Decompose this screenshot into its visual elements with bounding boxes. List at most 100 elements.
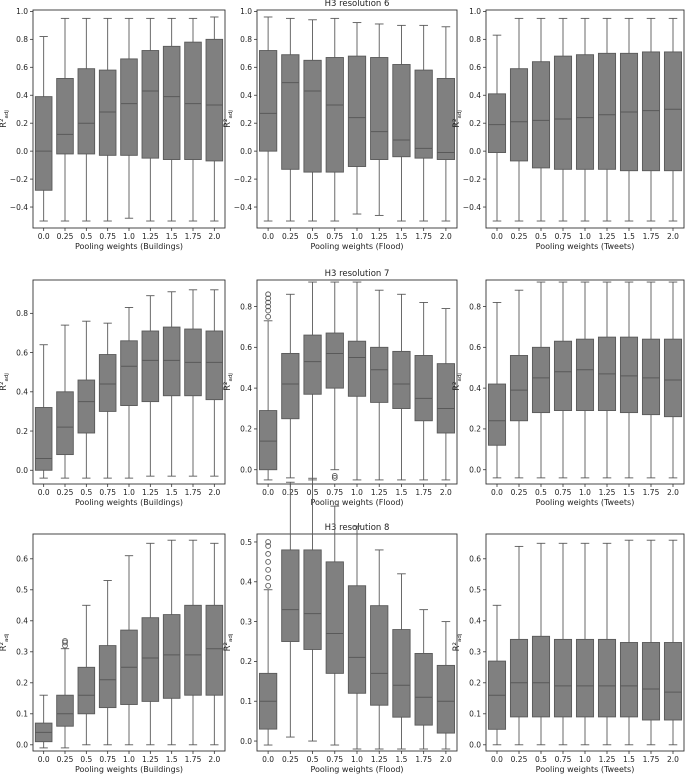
iqr-box: [141, 50, 160, 159]
y-tick-label: 0.4: [240, 384, 252, 393]
box-0.5: [303, 281, 322, 481]
x-tick-label: 2.0: [440, 755, 452, 764]
y-tick-label: −0.4: [463, 203, 481, 212]
y-tick-label: 0.3: [469, 648, 481, 657]
iqr-box: [531, 346, 551, 414]
y-tick-label: 0.0: [16, 147, 28, 156]
y-tick-label: 0.4: [16, 91, 28, 100]
y-axis-label-main: R²: [223, 382, 233, 391]
iqr-box: [414, 69, 433, 159]
y-axis-label-sub: adj: [457, 633, 463, 642]
y-axis-label-sub: adj: [457, 110, 463, 119]
iqr-box: [509, 68, 529, 162]
x-tick-label: 0.25: [511, 755, 528, 764]
iqr-box: [487, 383, 507, 446]
iqr-box: [575, 638, 595, 718]
x-tick-label: 0.25: [282, 755, 299, 764]
y-tick-label: 0.6: [240, 63, 252, 72]
outlier-point: [331, 475, 338, 481]
box-1.0: [575, 281, 595, 479]
iqr-box: [553, 638, 573, 718]
y-tick-label: 0.5: [469, 586, 481, 595]
y-tick-label: 0.4: [240, 578, 252, 587]
box-0.0: [487, 604, 507, 746]
iqr-box: [392, 64, 411, 158]
box-0.75: [325, 281, 344, 481]
box-0.75: [553, 17, 573, 222]
y-axis-label-main: R²: [0, 119, 9, 128]
box-0.75: [325, 505, 344, 746]
x-tick-label: 1.75: [643, 232, 660, 241]
iqr-box: [487, 93, 507, 153]
x-tick-label: 0.5: [535, 232, 547, 241]
y-tick-label: 0.2: [469, 679, 481, 688]
outlier-point: [265, 551, 271, 557]
iqr-box: [205, 330, 224, 401]
iqr-box: [414, 355, 433, 422]
x-tick-label: 0.5: [307, 232, 319, 241]
y-tick-label: 0.0: [469, 147, 481, 156]
box-0.0: [258, 16, 278, 222]
iqr-box: [663, 642, 683, 721]
box-1.25: [597, 542, 617, 746]
iqr-box: [325, 57, 344, 173]
box-1.0: [120, 555, 138, 746]
y-tick-label: 0.6: [16, 555, 28, 564]
x-tick-label: 1.25: [371, 488, 388, 497]
x-tick-label: 1.75: [415, 755, 432, 764]
x-tick-label: 1.5: [623, 488, 635, 497]
y-tick-label: 0.2: [16, 427, 28, 436]
y-axis-label-sub: adj: [228, 373, 234, 382]
x-axis-label: Pooling weights (Buildings): [75, 765, 183, 774]
iqr-box: [184, 41, 202, 160]
iqr-box: [162, 614, 181, 699]
outlier-point: [331, 472, 338, 479]
iqr-box: [347, 585, 367, 694]
iqr-box: [98, 354, 117, 412]
y-tick-label: 1.0: [469, 7, 481, 16]
x-tick-label: 1.5: [166, 488, 178, 497]
x-tick-label: 2.0: [440, 232, 452, 241]
x-tick-label: 0.25: [57, 488, 74, 497]
x-tick-label: 1.25: [599, 488, 616, 497]
iqr-box: [509, 355, 529, 422]
box-1.75: [184, 539, 202, 746]
x-tick-label: 0.75: [326, 488, 343, 497]
box-2.0: [436, 308, 456, 481]
box-1.25: [370, 549, 389, 750]
box-1.5: [162, 291, 181, 477]
y-tick-label: 0.1: [240, 697, 252, 706]
iqr-box: [370, 605, 389, 706]
outlier-point: [265, 539, 271, 545]
y-axis-label-main: R²: [452, 642, 462, 651]
x-tick-label: 0.25: [282, 232, 299, 241]
y-axis-label-sub: adj: [457, 373, 463, 382]
iqr-box: [98, 645, 117, 709]
y-tick-label: 0.2: [240, 119, 252, 128]
iqr-box: [436, 664, 456, 734]
x-tick-label: 1.75: [643, 488, 660, 497]
iqr-box: [141, 617, 160, 702]
outlier-point: [265, 566, 271, 573]
y-tick-label: 0.3: [240, 617, 252, 626]
outlier-point: [62, 638, 68, 644]
y-tick-label: 0.0: [240, 147, 252, 156]
y-tick-label: 0.8: [240, 302, 252, 311]
y-axis-label-sub: adj: [228, 110, 234, 119]
box-1.5: [619, 539, 639, 746]
box-0.0: [258, 291, 278, 481]
box-1.5: [392, 24, 411, 222]
box-1.0: [120, 307, 138, 479]
y-tick-label: 0.6: [469, 63, 481, 72]
x-tick-label: 0.5: [80, 488, 92, 497]
box-1.5: [392, 573, 411, 750]
box-0.75: [325, 17, 344, 222]
iqr-box: [120, 340, 138, 406]
subplot-9: 0.0 0.1 0.2 0.3 0.4 0.5 0.6 R²adj 0.0 0.25 0.5 0.75…: [452, 533, 685, 774]
x-tick-label: 1.5: [623, 755, 635, 764]
iqr-box: [347, 55, 367, 167]
iqr-box: [56, 694, 74, 727]
box-0.5: [77, 604, 96, 746]
iqr-box: [120, 58, 138, 156]
